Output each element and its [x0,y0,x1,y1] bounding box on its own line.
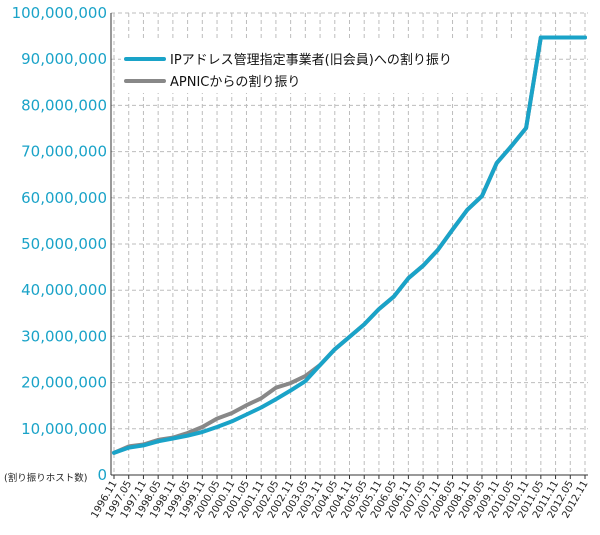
y-tick-label: 10,000,000 [21,420,107,438]
legend-label: IPアドレス管理指定事業者(旧会員)への割り振り [170,52,452,68]
legend-background [121,41,521,93]
series-layer [112,35,587,455]
y-tick-label: 20,000,000 [21,374,107,392]
y-tick-label: 90,000,000 [21,50,107,68]
y-tick-label: 60,000,000 [21,189,107,207]
y-tick-label: 50,000,000 [21,235,107,253]
chart-axes [110,13,588,476]
y-tick-label: 40,000,000 [21,281,107,299]
y-tick-label: 70,000,000 [21,143,107,161]
y-axis-label: (割り振りホスト数) [4,472,87,484]
y-tick-label: 80,000,000 [21,96,107,114]
y-tick-labels: 0 10,000,000 20,000,000 30,000,000 40,000,00… [12,4,107,484]
y-tick-label: 100,000,000 [12,4,107,22]
x-tick-labels: 1996.111997.051997.111998.051998.111999.… [89,479,590,520]
y-tick-label: 0 [97,466,107,484]
chart-legend: IPアドレス管理指定事業者(旧会員)への割り振り APNICからの割り振り [121,41,521,93]
legend-label: APNICからの割り振り [170,74,300,90]
series-line-member [112,35,587,455]
y-tick-label: 30,000,000 [21,327,107,345]
